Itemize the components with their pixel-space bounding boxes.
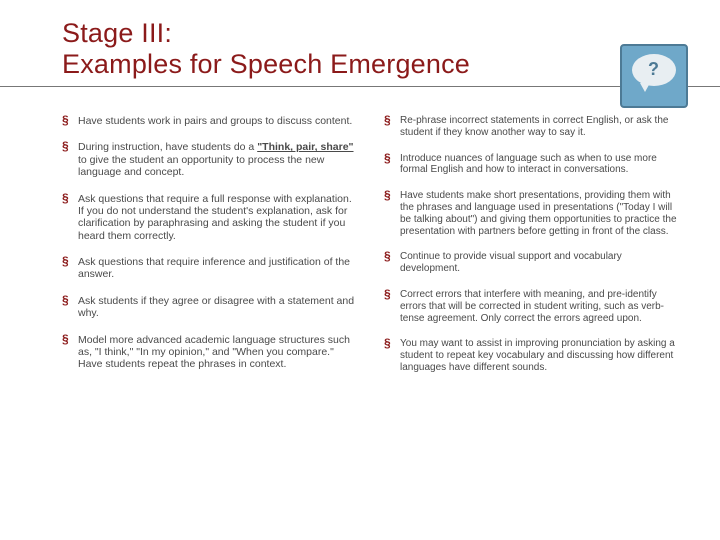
right-bullet-list: Re-phrase incorrect statements in correc…	[384, 115, 680, 374]
bullet-text: Re-phrase incorrect statements in correc…	[400, 115, 668, 138]
bullet-text: Have students make short presentations, …	[400, 190, 677, 236]
bullet-text: Continue to provide visual support and v…	[400, 251, 622, 274]
bullet-text: to give the student an opportunity to pr…	[78, 154, 324, 178]
title-line-2: Examples for Speech Emergence	[62, 49, 470, 79]
list-item: Have students make short presentations, …	[384, 190, 680, 237]
bullet-text: Ask students if they agree or disagree w…	[78, 295, 354, 319]
bullet-text: Introduce nuances of language such as wh…	[400, 153, 657, 176]
list-item: Ask questions that require inference and…	[62, 256, 358, 281]
list-item: Re-phrase incorrect statements in correc…	[384, 115, 680, 139]
slide: Stage III: Examples for Speech Emergence…	[0, 0, 720, 540]
emphasis-text: "Think, pair, share"	[257, 141, 353, 153]
bullet-text: You may want to assist in improving pron…	[400, 338, 675, 373]
bullet-text: Model more advanced academic language st…	[78, 334, 350, 371]
question-mark: ?	[648, 59, 659, 80]
slide-title: Stage III: Examples for Speech Emergence	[62, 18, 680, 80]
thought-bubble-icon: ?	[620, 44, 688, 108]
bullet-text: During instruction, have students do a	[78, 141, 257, 153]
bullet-text: Correct errors that interfere with meani…	[400, 289, 664, 324]
list-item: During instruction, have students do a "…	[62, 141, 358, 178]
list-item: Model more advanced academic language st…	[62, 334, 358, 371]
title-rule	[0, 86, 720, 87]
right-column: Re-phrase incorrect statements in correc…	[384, 115, 680, 388]
list-item: You may want to assist in improving pron…	[384, 338, 680, 373]
list-item: Continue to provide visual support and v…	[384, 251, 680, 275]
content-columns: Have students work in pairs and groups t…	[62, 115, 680, 388]
bullet-text: Ask questions that require inference and…	[78, 256, 350, 280]
left-bullet-list: Have students work in pairs and groups t…	[62, 115, 358, 371]
left-column: Have students work in pairs and groups t…	[62, 115, 358, 388]
list-item: Have students work in pairs and groups t…	[62, 115, 358, 127]
list-item: Correct errors that interfere with meani…	[384, 289, 680, 324]
list-item: Ask students if they agree or disagree w…	[62, 295, 358, 320]
bullet-text: Ask questions that require a full respon…	[78, 193, 352, 242]
title-line-1: Stage III:	[62, 18, 172, 48]
list-item: Introduce nuances of language such as wh…	[384, 153, 680, 177]
bullet-text: Have students work in pairs and groups t…	[78, 115, 352, 127]
list-item: Ask questions that require a full respon…	[62, 193, 358, 243]
